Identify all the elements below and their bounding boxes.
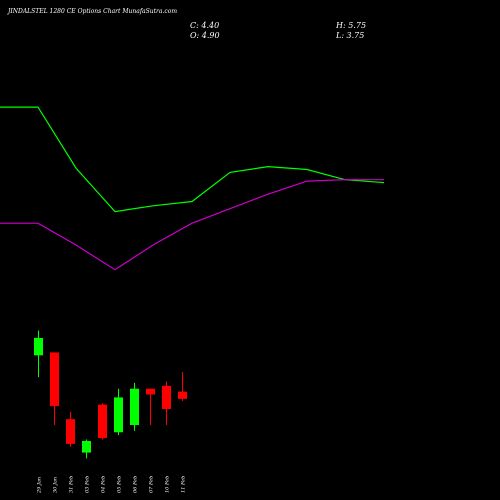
- x-tick-label: 30 Jan: [53, 477, 59, 493]
- x-tick-label: 10 Feb: [165, 476, 171, 493]
- x-tick-label: 31 Feb: [69, 476, 75, 493]
- candle-body: [178, 391, 187, 399]
- chart-title: JINDALSTEL 1280 CE Options Chart MunafaS…: [8, 8, 178, 15]
- x-tick-label: 07 Feb: [149, 476, 155, 493]
- moving-average-line-0: [0, 106, 385, 213]
- x-tick-label: 11 Feb: [181, 476, 187, 493]
- x-tick-label: 03 Feb: [85, 476, 91, 493]
- high-value: H: 5.75: [336, 21, 367, 30]
- candle-layer: [34, 330, 187, 459]
- candle-body: [162, 385, 171, 410]
- x-tick-label: 05 Feb: [117, 476, 123, 493]
- candle-body: [34, 337, 43, 356]
- candle-body: [66, 419, 75, 444]
- low-value: L: 3.75: [336, 31, 365, 40]
- x-tick-layer: 29 Jan 30 Jan 31 Feb 03 Feb 04 Feb 05 Feb 06 F…: [37, 476, 187, 494]
- candle-body: [82, 440, 91, 453]
- x-tick-label: 06 Feb: [133, 476, 139, 493]
- close-value: C: 4.40: [190, 21, 220, 30]
- candle-body: [50, 352, 59, 407]
- candle-body: [98, 404, 107, 439]
- moving-average-line-1: [0, 179, 384, 271]
- x-tick-label: 29 Jan: [37, 477, 43, 494]
- moving-average-layer: [0, 106, 385, 271]
- candle-body: [146, 388, 155, 395]
- x-tick-label: 04 Feb: [101, 476, 107, 493]
- open-value: O: 4.90: [190, 31, 220, 40]
- candle-body: [130, 388, 139, 425]
- candle-body: [114, 397, 123, 433]
